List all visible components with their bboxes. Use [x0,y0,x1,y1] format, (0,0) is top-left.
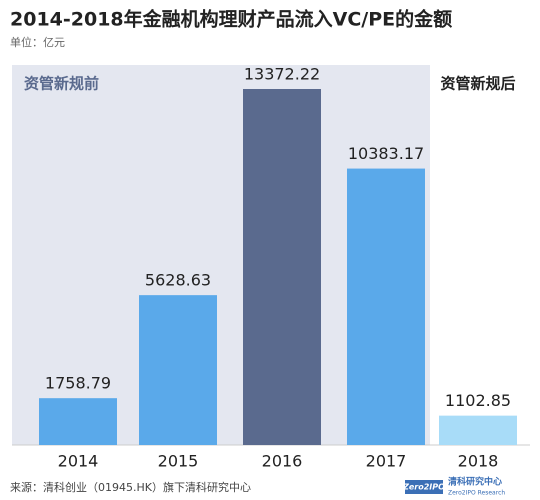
x-tick-label: 2017 [366,452,407,471]
bar [439,415,517,445]
x-tick-label: 2015 [158,452,199,471]
logo: Zero2IPO Research [448,490,505,497]
value-label: 13372.22 [244,65,320,84]
logo: Zero2IPO [402,483,445,492]
value-label: 1758.79 [45,374,111,393]
bar [243,89,321,445]
x-tick-label: 2018 [458,452,499,471]
logo: 清科研究中心 [448,476,502,488]
bar [39,398,117,445]
x-tick-label: 2016 [262,452,303,471]
bar [347,168,425,445]
value-label: 1102.85 [445,391,511,410]
source: 来源：清科创业（01945.HK）旗下清科研究中心 [10,480,251,494]
x-tick-label: 2014 [58,452,99,471]
logo-box [405,480,443,494]
chart-title: 2014-2018年金融机构理财产品流入VC/PE的金额 [10,8,452,31]
annotation: 资管新规后 [440,75,515,93]
value-label: 10383.17 [348,144,424,163]
annotation: 资管新规前 [24,75,99,93]
bar [139,295,217,445]
value-label: 5628.63 [145,271,211,290]
subtitle: 单位：亿元 [10,35,65,49]
